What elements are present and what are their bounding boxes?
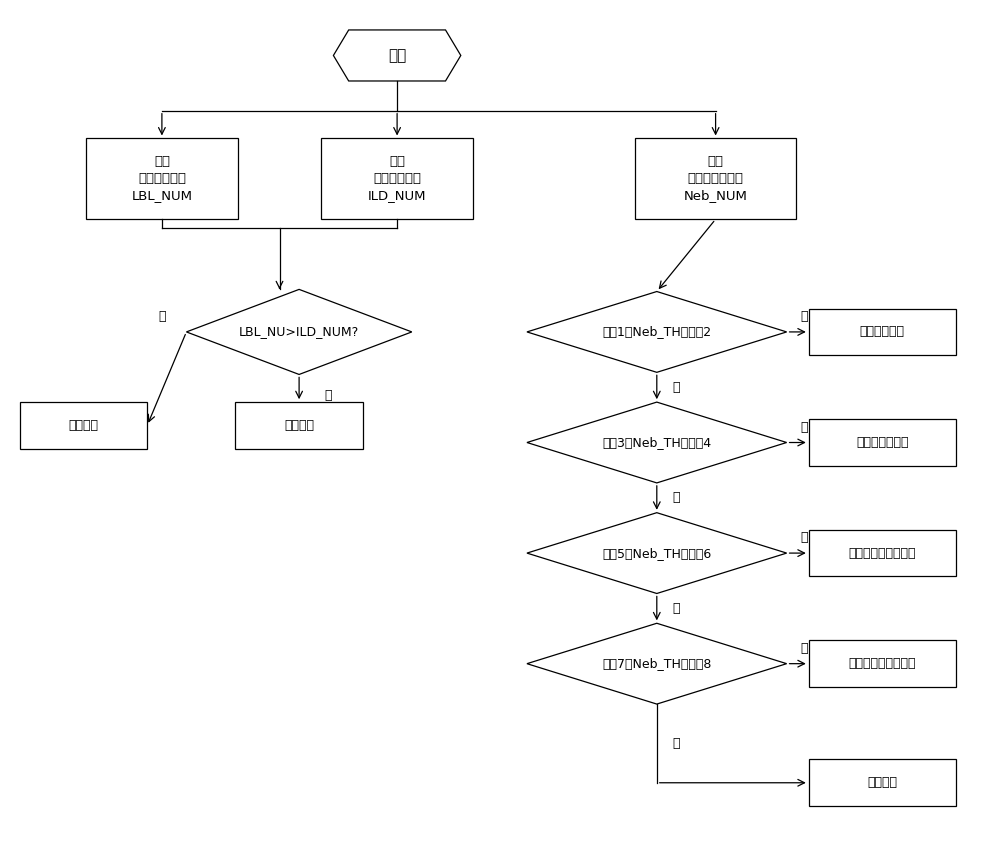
FancyBboxPatch shape	[809, 529, 956, 576]
FancyBboxPatch shape	[86, 138, 238, 220]
FancyBboxPatch shape	[809, 308, 956, 355]
Polygon shape	[527, 402, 787, 483]
Text: 否: 否	[673, 381, 680, 394]
Text: 隔行扫描: 隔行扫描	[68, 419, 98, 432]
Text: 逐行扫描: 逐行扫描	[284, 419, 314, 432]
FancyBboxPatch shape	[235, 402, 363, 449]
Text: 数据减半处理: 数据减半处理	[860, 326, 905, 339]
FancyBboxPatch shape	[809, 419, 956, 466]
Text: 是: 是	[801, 310, 808, 323]
Text: 不作处理: 不作处理	[867, 776, 897, 789]
Polygon shape	[186, 289, 412, 374]
Text: 阈值7＜Neb_TH＜阈值8: 阈值7＜Neb_TH＜阈值8	[602, 657, 711, 670]
Text: 调用特殊亮度表: 调用特殊亮度表	[856, 436, 908, 449]
Text: 是: 是	[801, 531, 808, 544]
Polygon shape	[333, 30, 461, 81]
FancyBboxPatch shape	[809, 641, 956, 687]
Text: 是: 是	[801, 641, 808, 654]
Text: 阈值3＜Neb_TH＜阈值4: 阈值3＜Neb_TH＜阈值4	[602, 436, 711, 449]
FancyBboxPatch shape	[809, 760, 956, 806]
Polygon shape	[527, 623, 787, 704]
Polygon shape	[527, 513, 787, 594]
Text: 计算
逐行翻转个数
LBL_NUM: 计算 逐行翻转个数 LBL_NUM	[131, 155, 192, 202]
Text: 阈值1＜Neb_TH＜阈值2: 阈值1＜Neb_TH＜阈值2	[602, 326, 711, 339]
Text: 计算
隔行翻转个数
ILD_NUM: 计算 隔行翻转个数 ILD_NUM	[368, 155, 426, 202]
FancyBboxPatch shape	[321, 138, 473, 220]
Text: 是: 是	[801, 421, 808, 434]
Text: 否: 否	[673, 491, 680, 504]
Text: 开始: 开始	[388, 48, 406, 63]
Text: 是: 是	[325, 389, 332, 402]
FancyBboxPatch shape	[635, 138, 796, 220]
Text: 否: 否	[673, 737, 680, 750]
Text: 调用特殊维持脉冲表: 调用特殊维持脉冲表	[848, 547, 916, 560]
Text: 否: 否	[158, 310, 166, 323]
Text: 计算
相邻点差异个数
Neb_NUM: 计算 相邻点差异个数 Neb_NUM	[684, 155, 748, 202]
Text: 阈值5＜Neb_TH＜阈值6: 阈值5＜Neb_TH＜阈值6	[602, 547, 711, 560]
FancyBboxPatch shape	[20, 402, 147, 449]
Text: 否: 否	[673, 602, 680, 615]
Polygon shape	[527, 292, 787, 372]
Text: 调用特殊子帧映射表: 调用特殊子帧映射表	[848, 657, 916, 670]
Text: LBL_NU>ILD_NUM?: LBL_NU>ILD_NUM?	[239, 326, 359, 339]
